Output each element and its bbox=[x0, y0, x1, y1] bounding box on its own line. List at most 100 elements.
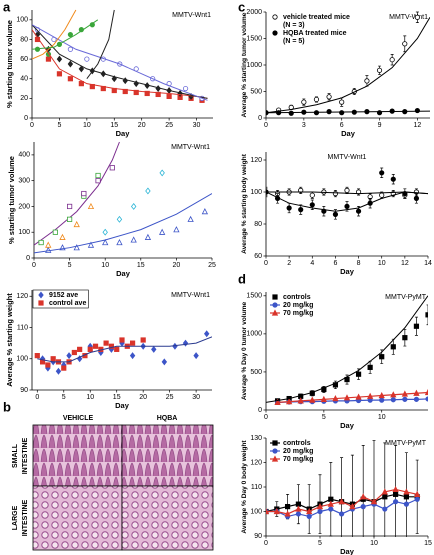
x-tick-label: 6 bbox=[333, 260, 337, 267]
marker bbox=[87, 202, 95, 210]
annotation: MMTV-PyMT bbox=[385, 440, 427, 447]
marker bbox=[402, 335, 408, 341]
x-tick-label: 0 bbox=[264, 122, 268, 129]
histology-image bbox=[121, 485, 214, 551]
marker bbox=[45, 362, 51, 368]
x-tick-label: 10 bbox=[101, 262, 109, 269]
marker bbox=[379, 192, 385, 198]
marker bbox=[166, 93, 172, 99]
x-tick-label: 10 bbox=[370, 540, 378, 547]
x-tick-label: 9 bbox=[378, 122, 382, 129]
annotation: MMTV-Wnt1 bbox=[171, 292, 210, 299]
marker bbox=[413, 389, 420, 396]
x-tick-label: 20 bbox=[173, 262, 181, 269]
x-tick-label: 25 bbox=[165, 122, 173, 129]
column-label: HQBA bbox=[157, 415, 178, 422]
y-tick-label: 1500 bbox=[246, 35, 262, 42]
series-line bbox=[266, 295, 428, 403]
marker bbox=[144, 90, 150, 97]
marker bbox=[343, 394, 351, 401]
marker bbox=[379, 397, 385, 403]
marker bbox=[338, 498, 345, 505]
column-label: VEHICLE bbox=[63, 415, 94, 422]
marker bbox=[61, 365, 67, 371]
marker bbox=[87, 346, 93, 352]
marker bbox=[38, 300, 44, 306]
marker bbox=[389, 57, 395, 63]
marker bbox=[326, 94, 332, 100]
y-tick-label: 1000 bbox=[246, 331, 262, 338]
series-line bbox=[266, 191, 428, 195]
chart: 0 5 10 15 20 25 30 90 100 110 120 Day Average % star… bbox=[5, 289, 212, 410]
y-tick-label: 0 bbox=[26, 255, 30, 262]
marker bbox=[59, 233, 66, 240]
marker bbox=[298, 207, 304, 213]
x-tick-label: 0 bbox=[35, 394, 39, 401]
marker bbox=[55, 367, 62, 375]
marker bbox=[424, 388, 428, 396]
marker bbox=[392, 491, 399, 497]
marker bbox=[114, 346, 120, 352]
x-axis-title: Day bbox=[340, 421, 355, 430]
marker bbox=[81, 190, 87, 197]
marker bbox=[413, 195, 420, 201]
x-tick-label: 12 bbox=[413, 122, 421, 129]
x-tick-label: 0 bbox=[30, 122, 34, 129]
marker bbox=[129, 352, 136, 360]
marker bbox=[77, 346, 83, 352]
y-tick-label: 120 bbox=[250, 157, 262, 164]
marker bbox=[360, 503, 366, 510]
x-tick-label: 30 bbox=[192, 394, 200, 401]
marker bbox=[92, 343, 99, 349]
marker bbox=[78, 65, 85, 73]
marker bbox=[52, 229, 58, 235]
marker bbox=[38, 291, 44, 299]
annotation: MMTV-Wnt1 bbox=[172, 12, 211, 19]
marker bbox=[103, 340, 109, 346]
histology-panel: VEHICLE HQBA SMALL INTESTINE LARGE INTES… bbox=[12, 415, 214, 551]
y-tick-label: 60 bbox=[254, 253, 262, 260]
y-tick-label: 2000 bbox=[246, 9, 262, 16]
marker bbox=[414, 107, 420, 114]
marker bbox=[390, 391, 397, 398]
marker bbox=[413, 323, 420, 329]
y-tick-label: 100 bbox=[250, 189, 262, 196]
marker bbox=[379, 354, 385, 360]
marker bbox=[116, 238, 123, 246]
marker bbox=[67, 46, 73, 52]
series-line bbox=[277, 391, 428, 403]
marker bbox=[67, 31, 73, 38]
legend-label: controls bbox=[283, 440, 311, 447]
x-tick-label: 10 bbox=[378, 414, 386, 421]
marker bbox=[355, 393, 362, 400]
marker bbox=[108, 343, 115, 349]
annotation: MMTV-Wnt1 bbox=[389, 14, 428, 21]
x-axis-title: Day bbox=[341, 129, 356, 138]
x-tick-label: 15 bbox=[137, 262, 145, 269]
marker bbox=[73, 220, 80, 228]
x-axis-title: Day bbox=[115, 401, 130, 410]
marker bbox=[414, 14, 420, 20]
y-axis-title: Average % starting tumor volume bbox=[241, 12, 248, 117]
y-tick-label: 80 bbox=[20, 36, 28, 43]
x-tick-label: 6 bbox=[340, 122, 344, 129]
x-tick-label: 5 bbox=[318, 540, 322, 547]
legend-label: controls bbox=[283, 294, 311, 301]
series-line bbox=[86, 9, 115, 80]
marker bbox=[73, 244, 80, 251]
marker bbox=[45, 246, 52, 253]
row-label: INTESTINE bbox=[22, 437, 29, 474]
marker bbox=[272, 440, 278, 446]
marker bbox=[67, 203, 73, 210]
marker bbox=[284, 510, 291, 517]
legend-label: 20 mg/kg bbox=[283, 302, 313, 309]
marker bbox=[390, 344, 396, 350]
marker bbox=[378, 391, 385, 399]
marker bbox=[414, 496, 420, 502]
legend-label: control ave bbox=[49, 300, 86, 307]
marker bbox=[381, 488, 388, 495]
marker bbox=[95, 178, 101, 184]
marker bbox=[379, 170, 385, 176]
row-label: SMALL bbox=[12, 443, 19, 468]
